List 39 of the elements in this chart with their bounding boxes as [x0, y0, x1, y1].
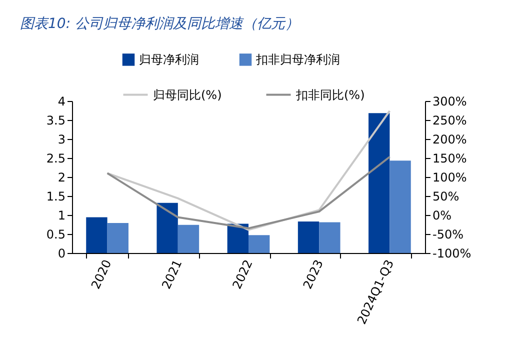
bar [107, 222, 128, 253]
y-tick-label: 0.5 [46, 228, 66, 242]
y-tick-label: 0 [58, 246, 66, 260]
bar [319, 222, 340, 253]
legend-label: 扣非同比(%) [295, 88, 365, 102]
x-tick-label: 2022 [230, 258, 256, 292]
line-series [106, 110, 391, 231]
bar [178, 224, 200, 253]
chart-title: 图表10: 公司归母净利润及同比增速（亿元） [20, 16, 299, 32]
x-tick-label: 2021 [159, 258, 185, 292]
x-tick-label: 2023 [300, 258, 326, 292]
bar [298, 221, 320, 253]
y2-tick-label: 250% [432, 114, 467, 128]
y2-tick-label: 150% [432, 152, 467, 166]
bar [368, 113, 390, 253]
bar [390, 160, 411, 253]
y-tick-label: 1 [58, 208, 66, 222]
y2-tick-label: 200% [432, 132, 467, 146]
y-tick-label: 4 [58, 94, 66, 108]
y2-tick-label: 100% [432, 170, 467, 184]
y2-tick-label: 300% [432, 94, 467, 108]
y-tick-label: 2.5 [46, 152, 66, 166]
legend-label: 扣非归母净利润 [255, 52, 340, 67]
y-tick-label: 1.5 [46, 190, 66, 204]
bar [156, 202, 178, 253]
y2-tick-label: 50% [432, 190, 460, 204]
y-tick-label: 2 [58, 170, 66, 184]
line-series [106, 156, 391, 230]
y2-tick-label: 0% [432, 208, 452, 222]
y-tick-label: 3 [58, 132, 66, 146]
x-tick-label: 2020 [88, 258, 114, 292]
bar [248, 235, 270, 253]
y2-tick-label: -100% [432, 246, 472, 260]
y-tick-label: 3.5 [46, 114, 66, 128]
bar [86, 217, 108, 253]
legend-label: 归母净利润 [139, 52, 199, 67]
legend-label: 归母同比(%) [153, 88, 222, 102]
y2-tick-label: -50% [432, 228, 464, 242]
bar [227, 224, 248, 253]
